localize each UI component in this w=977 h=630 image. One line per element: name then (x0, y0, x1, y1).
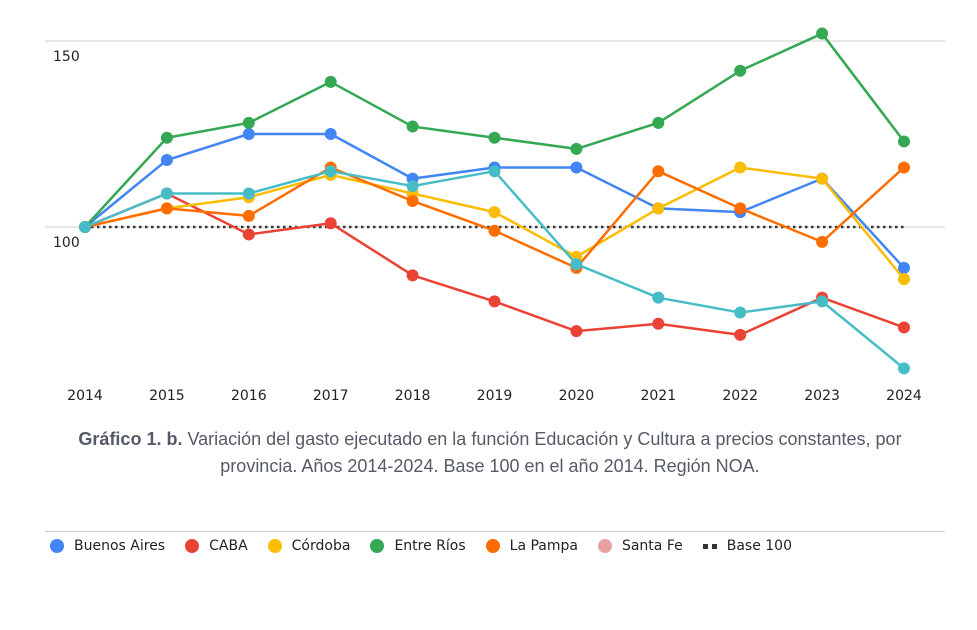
data-point-la-pampa-2019 (488, 224, 501, 237)
data-point-cordoba-2024 (898, 273, 910, 286)
legend-item-santa-fe[interactable]: Santa Fe (597, 538, 683, 554)
legend-item-cordoba[interactable]: Córdoba (267, 538, 351, 554)
data-point-entre-rios-2021 (652, 116, 665, 129)
data-point-caba-2022 (734, 328, 747, 341)
data-point-la-pampa-2023 (816, 235, 829, 248)
legend-item-caba[interactable]: CABA (185, 538, 248, 554)
data-point-caba-2017 (324, 217, 337, 230)
data-point-entre-rios-2017 (324, 75, 337, 88)
data-point-caba-2024 (898, 321, 910, 334)
data-point-cordoba-2021 (652, 202, 665, 215)
data-point-buenos-aires-2015 (160, 154, 173, 167)
caption-text: Variación del gasto ejecutado en la func… (182, 429, 902, 476)
dotted-line-icon (702, 543, 717, 549)
data-point-entre-rios-2023 (816, 27, 829, 40)
chart-caption: Gráfico 1. b. Variación del gasto ejecut… (60, 426, 920, 480)
x-tick-label: 2016 (231, 388, 267, 404)
caption-label: Gráfico 1. b. (78, 429, 183, 449)
legend-label: La Pampa (509, 538, 578, 554)
data-point-caba-2018 (406, 269, 419, 282)
x-tick-label: 2023 (804, 388, 840, 404)
data-point-santa-fe-2020 (570, 258, 583, 271)
x-tick-label: 2015 (149, 388, 185, 404)
legend-dot-icon (185, 539, 200, 553)
data-point-entre-rios-2015 (160, 131, 173, 144)
data-point-la-pampa-2016 (242, 209, 255, 222)
data-point-santa-fe-2014 (79, 221, 91, 233)
legend-dot-icon (370, 539, 385, 553)
data-point-santa-fe-2024 (898, 362, 910, 375)
data-point-entre-rios-2018 (406, 120, 419, 133)
legend-item-base-100[interactable]: Base 100 (702, 538, 792, 554)
data-point-buenos-aires-2024 (898, 261, 910, 274)
series-line-buenos-aires (84, 132, 905, 269)
legend-label: Base 100 (726, 538, 792, 554)
data-point-la-pampa-2021 (652, 165, 665, 178)
legend-dot-icon (597, 539, 612, 553)
x-tick-label: 2020 (559, 388, 595, 404)
data-point-santa-fe-2018 (406, 180, 419, 193)
x-tick-label: 2024 (886, 388, 922, 404)
legend-dot-icon (485, 539, 500, 553)
x-tick-label: 2019 (477, 388, 513, 404)
legend-label: Santa Fe (621, 538, 683, 554)
data-point-buenos-aires-2016 (242, 128, 255, 140)
legend-label: Córdoba (291, 538, 351, 554)
y-tick-label: 100 (53, 235, 80, 251)
x-tick-label: 2022 (722, 388, 758, 404)
y-axis-ticks: 100 150 (53, 49, 80, 251)
data-point-santa-fe-2017 (324, 165, 337, 178)
x-tick-label: 2014 (67, 388, 103, 404)
data-point-santa-fe-2021 (652, 291, 665, 304)
data-point-caba-2016 (242, 228, 255, 241)
data-point-entre-rios-2022 (734, 64, 747, 77)
data-point-caba-2021 (652, 317, 665, 330)
data-point-cordoba-2023 (816, 172, 829, 185)
legend-label: CABA (209, 538, 248, 554)
data-point-la-pampa-2022 (734, 202, 747, 215)
data-point-buenos-aires-2017 (324, 128, 337, 140)
x-tick-label: 2017 (313, 388, 349, 404)
data-point-entre-rios-2016 (242, 116, 255, 129)
data-point-caba-2019 (488, 295, 501, 308)
legend-item-entre-rios[interactable]: Entre Ríos (370, 538, 466, 554)
x-tick-label: 2021 (640, 388, 676, 404)
data-point-la-pampa-2024 (898, 161, 910, 174)
data-point-cordoba-2022 (734, 161, 747, 174)
x-tick-label: 2018 (395, 388, 431, 404)
series-cordoba (79, 161, 910, 286)
series-buenos-aires (79, 128, 910, 274)
data-point-santa-fe-2019 (488, 165, 501, 178)
data-point-santa-fe-2016 (242, 187, 255, 200)
legend-label: Buenos Aires (74, 538, 166, 554)
data-point-caba-2020 (570, 325, 583, 338)
data-point-cordoba-2019 (488, 206, 501, 219)
data-point-entre-rios-2019 (488, 131, 501, 144)
data-point-buenos-aires-2020 (570, 161, 583, 174)
data-point-entre-rios-2020 (570, 142, 583, 155)
series-line-cordoba (84, 166, 905, 280)
series-group (79, 27, 910, 375)
data-point-la-pampa-2018 (406, 194, 419, 207)
x-axis-ticks: 2014 2015 2016 2017 2018 2019 2020 2021 2022 2023… (67, 388, 922, 404)
legend: Buenos Aires CABA Córdoba Entre Ríos La … (50, 538, 812, 554)
y-tick-label: 150 (53, 49, 80, 65)
legend-label: Entre Ríos (394, 538, 466, 554)
series-santa-fe (79, 165, 910, 375)
series-line-santa-fe (84, 169, 905, 370)
legend-dot-icon (267, 539, 282, 553)
legend-dot-icon (50, 539, 64, 553)
series-line-entre-rios (84, 32, 905, 228)
data-point-entre-rios-2024 (898, 135, 910, 148)
data-point-santa-fe-2015 (160, 187, 173, 200)
legend-item-la-pampa[interactable]: La Pampa (485, 538, 578, 554)
legend-divider (45, 531, 945, 532)
legend-item-buenos-aires[interactable]: Buenos Aires (50, 538, 165, 554)
data-point-santa-fe-2023 (816, 295, 829, 308)
data-point-santa-fe-2022 (734, 306, 747, 319)
data-point-la-pampa-2015 (160, 202, 173, 215)
